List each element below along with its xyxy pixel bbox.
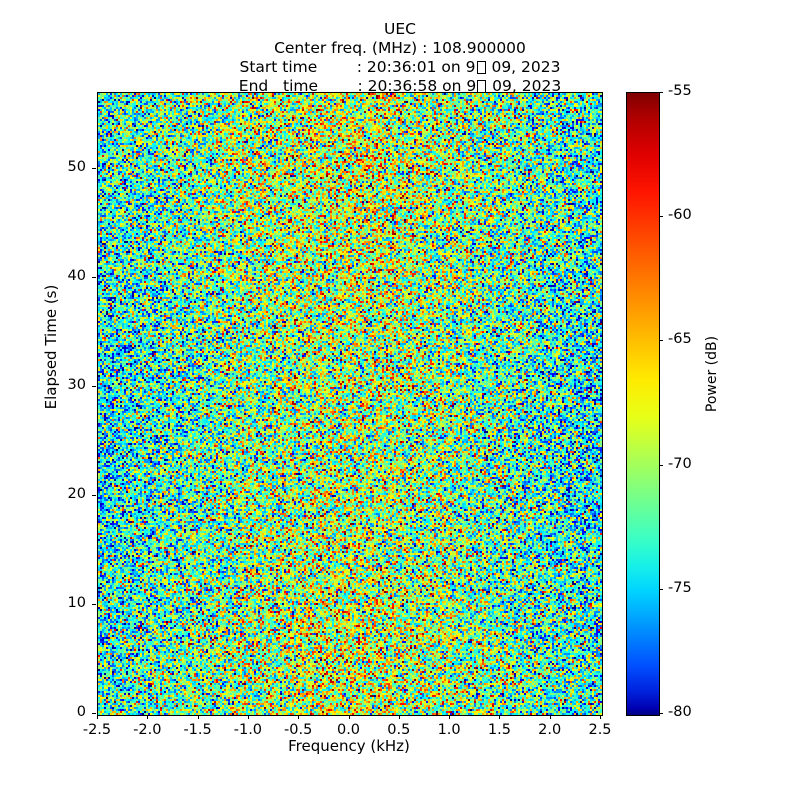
y-tick [92,168,96,170]
end-time-label: End time : [238,77,368,95]
x-ticklabel: 2.0 [538,722,562,738]
colorbar-tick [659,464,663,466]
x-tick [247,715,249,719]
start-time-value-tail: 09, 2023 [486,58,561,76]
x-tick [348,715,350,719]
y-ticklabel: 0 [76,704,86,720]
y-tick [92,604,96,606]
y-ticklabel: 20 [67,486,86,503]
spectrogram-image[interactable] [98,93,602,715]
spectrogram-plot-area[interactable] [97,92,603,716]
x-ticklabel: -2.5 [82,722,112,738]
y-ticklabel: 40 [67,268,86,285]
x-ticklabel: -0.5 [284,722,313,738]
x-tick [499,715,501,719]
colorbar-tick [659,588,663,590]
x-tick [549,715,551,719]
y-ticklabel: 50 [67,159,86,176]
x-ticklabel: 0.5 [387,722,411,738]
colorbar-tick [659,92,663,93]
x-tick [449,715,451,719]
start-time-line: Start time : 20:36:01 on 9 09, 2023 [0,58,800,77]
x-tick [197,715,199,719]
x-tick [298,715,300,719]
colorbar[interactable] [626,92,660,716]
colorbar-gradient [627,93,659,715]
station-title: UEC [384,20,416,38]
missing-glyph-icon [476,61,486,74]
y-ticklabel: 30 [67,377,86,394]
end-time-line: End time : 20:36:58 on 9 09, 2023 [0,77,800,96]
end-time-value-tail: 09, 2023 [487,77,562,95]
y-tick [92,386,96,388]
colorbar-label: Power (dB) [704,335,720,413]
center-frequency-line: Center freq. (MHz) : 108.900000 [274,39,526,57]
y-ticklabel: 10 [67,595,86,612]
x-tick [147,715,149,719]
x-tick [600,715,601,719]
colorbar-ticklabel: -70 [668,455,692,472]
x-tick [97,715,98,719]
x-ticklabel: -1.5 [183,722,212,738]
x-ticklabel: 0.0 [336,722,361,738]
y-tick [92,713,96,714]
start-time-value-head: 20:36:01 on 9 [366,58,476,76]
colorbar-tick [659,340,663,342]
colorbar-ticklabel: -60 [668,207,692,224]
colorbar-ticklabel: -80 [668,704,692,720]
x-ticklabel: 1.0 [437,722,461,738]
colorbar-tick [659,216,663,218]
colorbar-ticklabel: -75 [668,579,692,596]
colorbar-ticklabel: -65 [668,331,692,348]
y-axis-ticklabels: 0 10 20 30 40 50 [26,0,86,800]
colorbar-ticklabel: -55 [668,83,692,99]
plot-title-block: UEC Center freq. (MHz) : 108.900000 Star… [0,20,800,96]
x-ticklabel: -2.0 [133,722,162,738]
x-ticklabel: -1.0 [233,722,263,738]
x-tick [398,715,400,719]
y-axis-label: Elapsed Time (s) [42,284,60,410]
y-tick [92,277,96,279]
start-time-label: Start time : [239,58,367,76]
x-axis-label: Frequency (kHz) [288,737,410,755]
x-ticklabel: 1.5 [487,722,511,738]
colorbar-tick [659,713,663,714]
x-ticklabel: 2.5 [588,722,612,738]
end-time-value-head: 20:36:58 on 9 [367,77,477,95]
y-tick [92,495,96,497]
